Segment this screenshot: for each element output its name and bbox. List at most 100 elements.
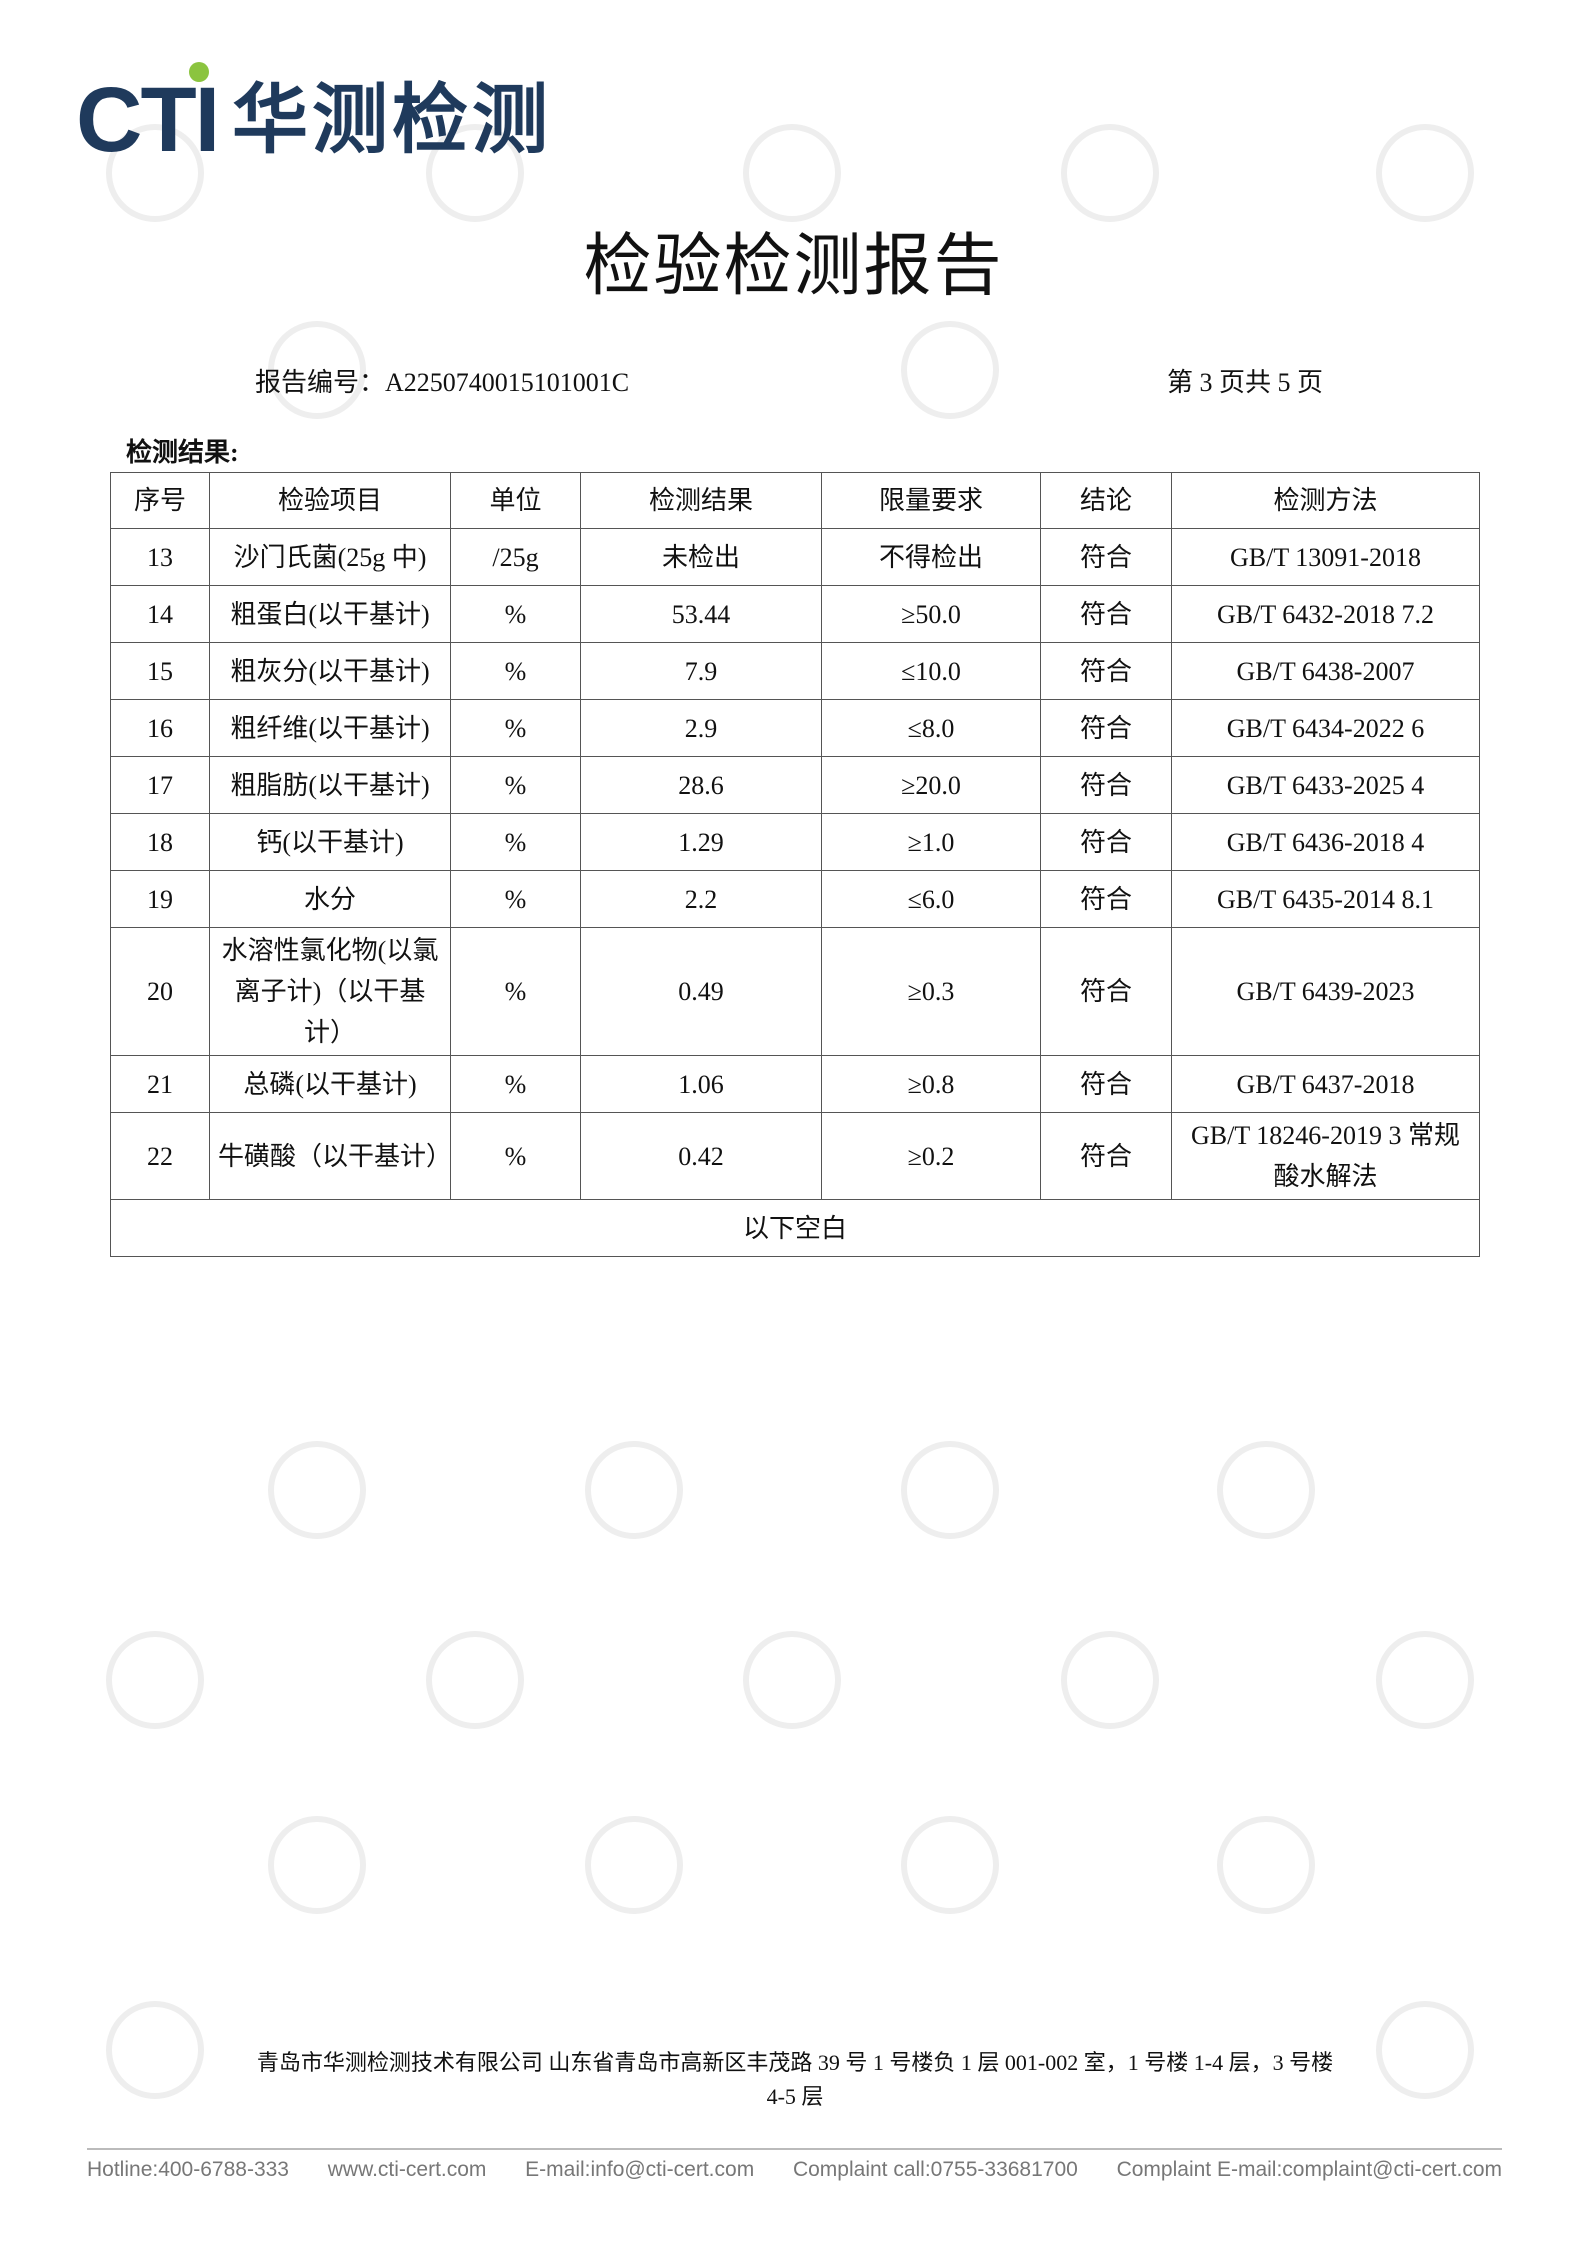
data-row: 16 粗纤维(以干基计)% 2.9 ≤8.0 符合 GB/T 6434-2022 6 <box>110 699 1480 757</box>
cell: 53.44 <box>580 585 822 643</box>
watermark <box>585 1441 683 1539</box>
watermark <box>743 1631 841 1729</box>
cell: 符合 <box>1040 1055 1172 1113</box>
cell: 2.2 <box>580 870 822 928</box>
cell: 粗蛋白(以干基计) <box>209 585 451 643</box>
watermark <box>1061 1631 1159 1729</box>
data-row: 22 牛磺酸（以干基计）% 0.42 ≥0.2 符合 GB/T 18246-2019 3 … <box>110 1112 1480 1200</box>
header-cell: 检测方法 <box>1171 472 1480 529</box>
contact-item: E-mail:info@cti-cert.com <box>525 2158 755 2181</box>
cell: 22 <box>110 1112 210 1200</box>
cell: GB/T 6432-2018 7.2 <box>1171 585 1480 643</box>
footer-address: 青岛市华测检测技术有限公司 山东省青岛市高新区丰茂路 39 号 1 号楼负 1 … <box>256 2050 1334 2109</box>
cell: 符合 <box>1040 699 1172 757</box>
contact-item: Complaint E-mail:complaint@cti-cert.com <box>1116 2158 1502 2181</box>
cell: % <box>450 1055 581 1113</box>
cell: 0.42 <box>580 1112 822 1200</box>
cell: 牛磺酸（以干基计） <box>209 1112 452 1200</box>
cell: % <box>450 1112 581 1200</box>
watermark <box>1061 124 1159 222</box>
watermark <box>1376 1631 1474 1729</box>
cell: ≥20.0 <box>821 756 1041 814</box>
watermark <box>901 1816 999 1914</box>
cell: 符合 <box>1040 927 1172 1056</box>
cell: 不得检出 <box>821 528 1041 586</box>
watermark <box>901 1441 999 1539</box>
cell: 水分 <box>209 870 451 928</box>
cell: 17 <box>110 756 210 814</box>
watermark <box>901 321 999 419</box>
cell: % <box>450 585 581 643</box>
data-row: 18 钙(以干基计)% 1.29 ≥1.0 符合 GB/T 6436-2018 4 <box>110 813 1480 871</box>
cell: 13 <box>110 528 210 586</box>
cell: GB/T 13091-2018 <box>1171 528 1480 586</box>
cell: % <box>450 756 581 814</box>
cell: 钙(以干基计) <box>209 813 451 871</box>
cell: 沙门氏菌(25g 中) <box>209 528 451 586</box>
cell: 符合 <box>1040 585 1172 643</box>
header-cell: 检验项目 <box>209 472 451 529</box>
data-row: 15 粗灰分(以干基计)% 7.9 ≤10.0 符合 GB/T 6438-2007 <box>110 642 1480 700</box>
contact-item: www.cti-cert.com <box>327 2158 487 2181</box>
watermark <box>1376 124 1474 222</box>
cell: ≤8.0 <box>821 699 1041 757</box>
watermark <box>1217 1441 1315 1539</box>
cell: GB/T 6439-2023 <box>1171 927 1480 1056</box>
page-info: 第 3 页共 5 页 <box>1167 368 1324 397</box>
data-row: 19 水分% 2.2 ≤6.0 符合 GB/T 6435-2014 8.1 <box>110 870 1480 928</box>
logo-name: 华测检测 <box>232 75 552 164</box>
cell: 14 <box>110 585 210 643</box>
cell: GB/T 6435-2014 8.1 <box>1171 870 1480 928</box>
cell: 1.29 <box>580 813 822 871</box>
cell: ≤6.0 <box>821 870 1041 928</box>
cell: 1.06 <box>580 1055 822 1113</box>
cell: 19 <box>110 870 210 928</box>
cell: GB/T 6433-2025 4 <box>1171 756 1480 814</box>
cell: 粗脂肪(以干基计) <box>209 756 451 814</box>
report-number: 报告编号：A2250740015101001C <box>255 368 630 397</box>
cell: 未检出 <box>580 528 822 586</box>
watermark <box>585 1816 683 1914</box>
cell: 16 <box>110 699 210 757</box>
data-row: 14 粗蛋白(以干基计)% 53.44 ≥50.0 符合 GB/T 6432-2018 7… <box>110 585 1480 643</box>
cell: ≥50.0 <box>821 585 1041 643</box>
data-row: 13 沙门氏菌(25g 中)/25g 未检出 不得检出 符合 GB/T 13091-201… <box>110 528 1480 586</box>
cell: % <box>450 699 581 757</box>
cell: 20 <box>110 927 210 1056</box>
footer-contacts: Hotline:400-6788-333 www.cti-cert.com E-ma… <box>87 2158 1502 2182</box>
contact-item: Complaint call:0755-33681700 <box>792 2158 1078 2181</box>
note-cell: 以下空白 <box>110 1199 1480 1257</box>
contact-item: Hotline:400-6788-333 <box>87 2158 289 2181</box>
results-table: 序号 检验项目 单位 检测结果 限量要求 结论 检测方法 13 沙门氏菌(25g 中)/25g 未… <box>110 472 1480 1257</box>
cell: 21 <box>110 1055 210 1113</box>
cell: GB/T 6438-2007 <box>1171 642 1480 700</box>
section-label: 检测结果: <box>126 438 239 467</box>
header-cell: 序号 <box>110 472 210 529</box>
logo-brand: CTI <box>76 69 220 171</box>
cell: ≥1.0 <box>821 813 1041 871</box>
header-cell: 检测结果 <box>580 472 822 529</box>
watermark <box>106 1631 204 1729</box>
cell: /25g <box>450 528 581 586</box>
cell: GB/T 18246-2019 3 常规酸水解法 <box>1171 1112 1480 1200</box>
cell: 粗纤维(以干基计) <box>209 699 451 757</box>
cell: 符合 <box>1040 756 1172 814</box>
report-title: 检验检测报告 <box>583 228 1004 304</box>
cell: 2.9 <box>580 699 822 757</box>
cell: % <box>450 870 581 928</box>
header-cell: 单位 <box>450 472 581 529</box>
cell: 15 <box>110 642 210 700</box>
cell: 7.9 <box>580 642 822 700</box>
cell: 水溶性氯化物(以氯离子计)（以干基计） <box>209 927 451 1056</box>
header-row: 序号 检验项目 单位 检测结果 限量要求 结论 检测方法 <box>110 472 1480 529</box>
cell: 符合 <box>1040 870 1172 928</box>
watermark <box>1376 2001 1474 2099</box>
cell: 符合 <box>1040 813 1172 871</box>
logo-dot <box>189 62 209 82</box>
cell: 符合 <box>1040 528 1172 586</box>
watermark <box>106 2001 204 2099</box>
cell: ≤10.0 <box>821 642 1041 700</box>
cell: % <box>450 642 581 700</box>
cell: 0.49 <box>580 927 822 1056</box>
